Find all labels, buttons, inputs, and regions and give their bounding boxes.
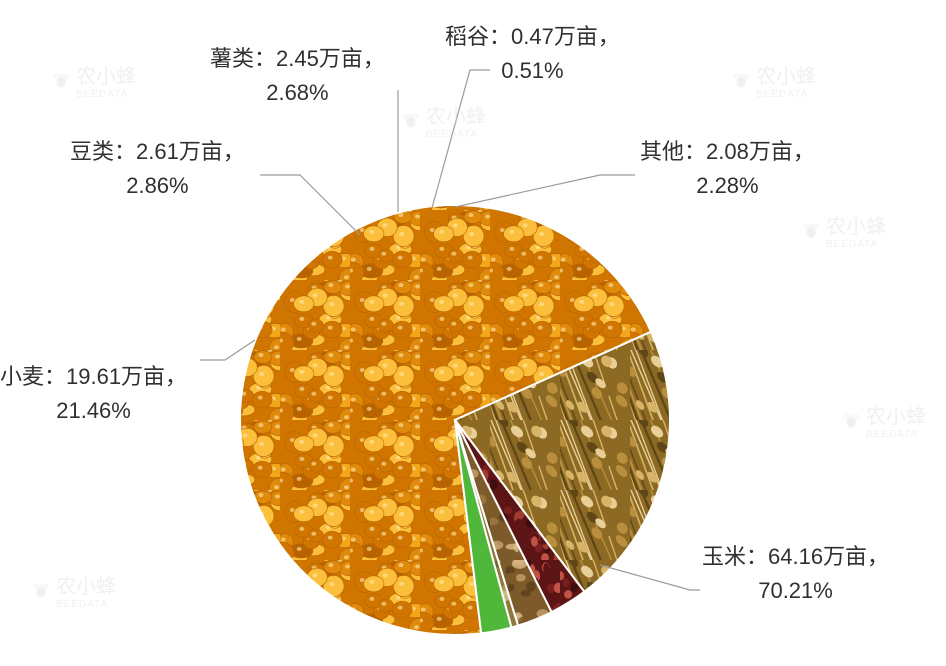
label-line1: 其他：2.08万亩， — [640, 135, 815, 169]
label-line1: 稻谷：0.47万亩， — [445, 20, 620, 54]
label-line1: 玉米：64.16万亩， — [702, 540, 889, 574]
label-tubers: 薯类：2.45万亩，2.68% — [210, 42, 385, 110]
label-line2: 21.46% — [0, 394, 187, 428]
label-line2: 70.21% — [702, 574, 889, 608]
label-line1: 小麦：19.61万亩， — [0, 360, 187, 394]
label-line2: 2.68% — [210, 76, 385, 110]
crop-area-pie-chart: 玉米：64.16万亩，70.21% 小麦：19.61万亩，21.46% 豆类：2.6… — [0, 0, 946, 666]
leader-rice — [432, 70, 490, 208]
label-line2: 2.28% — [640, 169, 815, 203]
label-line2: 0.51% — [445, 54, 620, 88]
leader-wheat — [200, 340, 255, 360]
label-line1: 豆类：2.61万亩， — [70, 135, 245, 169]
label-wheat: 小麦：19.61万亩，21.46% — [0, 360, 187, 428]
leader-other — [455, 175, 635, 207]
label-beans: 豆类：2.61万亩，2.86% — [70, 135, 245, 203]
label-line2: 2.86% — [70, 169, 245, 203]
leader-corn — [600, 565, 700, 590]
label-corn: 玉米：64.16万亩，70.21% — [702, 540, 889, 608]
label-line1: 薯类：2.45万亩， — [210, 42, 385, 76]
label-other: 其他：2.08万亩，2.28% — [640, 135, 815, 203]
label-rice: 稻谷：0.47万亩，0.51% — [445, 20, 620, 88]
leader-beans — [260, 175, 360, 235]
